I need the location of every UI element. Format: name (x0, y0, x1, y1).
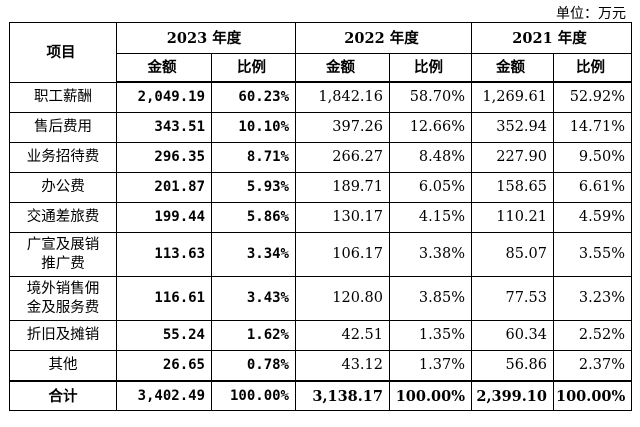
ratio-2022: 4.15% (389, 202, 472, 233)
amount-2021: 85.07 (471, 232, 554, 277)
amount-2022: 42.51 (295, 320, 390, 351)
row-label: 售后费用 (9, 112, 117, 143)
table-row: 其他 26.65 0.78% 43.12 1.37% 56.86 2.37% (9, 350, 632, 382)
amount-2021: 1,269.61 (471, 81, 554, 113)
ratio-2023: 8.71% (211, 142, 296, 173)
amount-2023: 55.24 (116, 320, 212, 351)
amount-2023: 116.61 (116, 276, 212, 321)
total-ratio-2021: 100.00% (553, 380, 632, 411)
total-amount-2022: 3,138.17 (295, 380, 390, 411)
ratio-2023: 0.78% (211, 350, 296, 382)
header-amount: 金额 (295, 53, 390, 83)
ratio-2022: 8.48% (389, 142, 472, 173)
ratio-2021: 4.59% (553, 202, 632, 233)
amount-2021: 56.86 (471, 350, 554, 382)
ratio-2022: 1.35% (389, 320, 472, 351)
ratio-2023: 5.86% (211, 202, 296, 233)
ratio-2021: 3.23% (553, 276, 632, 321)
row-label: 交通差旅费 (9, 202, 117, 233)
header-ratio: 比例 (389, 53, 472, 83)
row-label: 折旧及摊销 (9, 320, 117, 351)
ratio-2021: 52.92% (553, 81, 632, 113)
amount-2021: 227.90 (471, 142, 554, 173)
amount-2023: 199.44 (116, 202, 212, 233)
ratio-2023: 1.62% (211, 320, 296, 351)
header-year-2021: 2021 年度 (471, 22, 632, 54)
total-amount-2023: 3,402.49 (116, 380, 212, 411)
amount-2022: 1,842.16 (295, 81, 390, 113)
expense-table: 项目 2023 年度 2022 年度 2021 年度 金额 比例 金额 比例 金… (9, 22, 632, 411)
table-row: 职工薪酬 2,049.19 60.23% 1,842.16 58.70% 1,269.61… (9, 81, 632, 113)
ratio-2021: 2.52% (553, 320, 632, 351)
row-label: 业务招待费 (9, 142, 117, 173)
header-ratio: 比例 (211, 53, 296, 83)
table-row: 广宣及展销 推广费 113.63 3.34% 106.17 3.38% 85.07 3.55% (9, 232, 632, 277)
unit-label: 单位：万元 (556, 6, 626, 22)
row-label: 其他 (9, 350, 117, 382)
row-label: 办公费 (9, 172, 117, 203)
header-year-2022: 2022 年度 (295, 22, 472, 54)
amount-2022: 266.27 (295, 142, 390, 173)
header-amount: 金额 (471, 53, 554, 83)
table-row: 交通差旅费 199.44 5.86% 130.17 4.15% 110.21 4.59% (9, 202, 632, 233)
row-label: 境外销售佣 金及服务费 (9, 276, 117, 321)
ratio-2022: 3.85% (389, 276, 472, 321)
table-row: 售后费用 343.51 10.10% 397.26 12.66% 352.94 14.71% (9, 112, 632, 143)
total-label: 合计 (9, 380, 117, 411)
ratio-2021: 3.55% (553, 232, 632, 277)
amount-2023: 296.35 (116, 142, 212, 173)
amount-2023: 26.65 (116, 350, 212, 382)
amount-2022: 397.26 (295, 112, 390, 143)
table-row: 折旧及摊销 55.24 1.62% 42.51 1.35% 60.34 2.52% (9, 320, 632, 351)
ratio-2023: 3.34% (211, 232, 296, 277)
ratio-2023: 3.43% (211, 276, 296, 321)
ratio-2023: 10.10% (211, 112, 296, 143)
amount-2022: 120.80 (295, 276, 390, 321)
row-label: 职工薪酬 (9, 81, 117, 113)
ratio-2022: 1.37% (389, 350, 472, 382)
amount-2023: 2,049.19 (116, 81, 212, 113)
amount-2022: 189.71 (295, 172, 390, 203)
table-row: 业务招待费 296.35 8.71% 266.27 8.48% 227.90 9.50% (9, 142, 632, 173)
row-label: 广宣及展销 推广费 (9, 232, 117, 277)
amount-2021: 77.53 (471, 276, 554, 321)
amount-2021: 60.34 (471, 320, 554, 351)
total-amount-2021: 2,399.10 (471, 380, 554, 411)
header-ratio: 比例 (553, 53, 632, 83)
ratio-2022: 12.66% (389, 112, 472, 143)
ratio-2021: 9.50% (553, 142, 632, 173)
ratio-2021: 2.37% (553, 350, 632, 382)
ratio-2021: 14.71% (553, 112, 632, 143)
amount-2021: 352.94 (471, 112, 554, 143)
amount-2022: 130.17 (295, 202, 390, 233)
ratio-2023: 60.23% (211, 81, 296, 113)
ratio-2021: 6.61% (553, 172, 632, 203)
amount-2023: 113.63 (116, 232, 212, 277)
table-row: 境外销售佣 金及服务费 116.61 3.43% 120.80 3.85% 77.53 3.2… (9, 276, 632, 321)
total-ratio-2022: 100.00% (389, 380, 472, 411)
amount-2021: 110.21 (471, 202, 554, 233)
ratio-2022: 3.38% (389, 232, 472, 277)
header-amount: 金额 (116, 53, 212, 83)
header-year-2023: 2023 年度 (116, 22, 296, 54)
ratio-2023: 5.93% (211, 172, 296, 203)
ratio-2022: 58.70% (389, 81, 472, 113)
amount-2021: 158.65 (471, 172, 554, 203)
header-item: 项目 (9, 22, 117, 83)
amount-2022: 106.17 (295, 232, 390, 277)
total-ratio-2023: 100.00% (211, 380, 296, 411)
amount-2023: 343.51 (116, 112, 212, 143)
table-row: 办公费 201.87 5.93% 189.71 6.05% 158.65 6.61% (9, 172, 632, 203)
amount-2022: 43.12 (295, 350, 390, 382)
ratio-2022: 6.05% (389, 172, 472, 203)
amount-2023: 201.87 (116, 172, 212, 203)
